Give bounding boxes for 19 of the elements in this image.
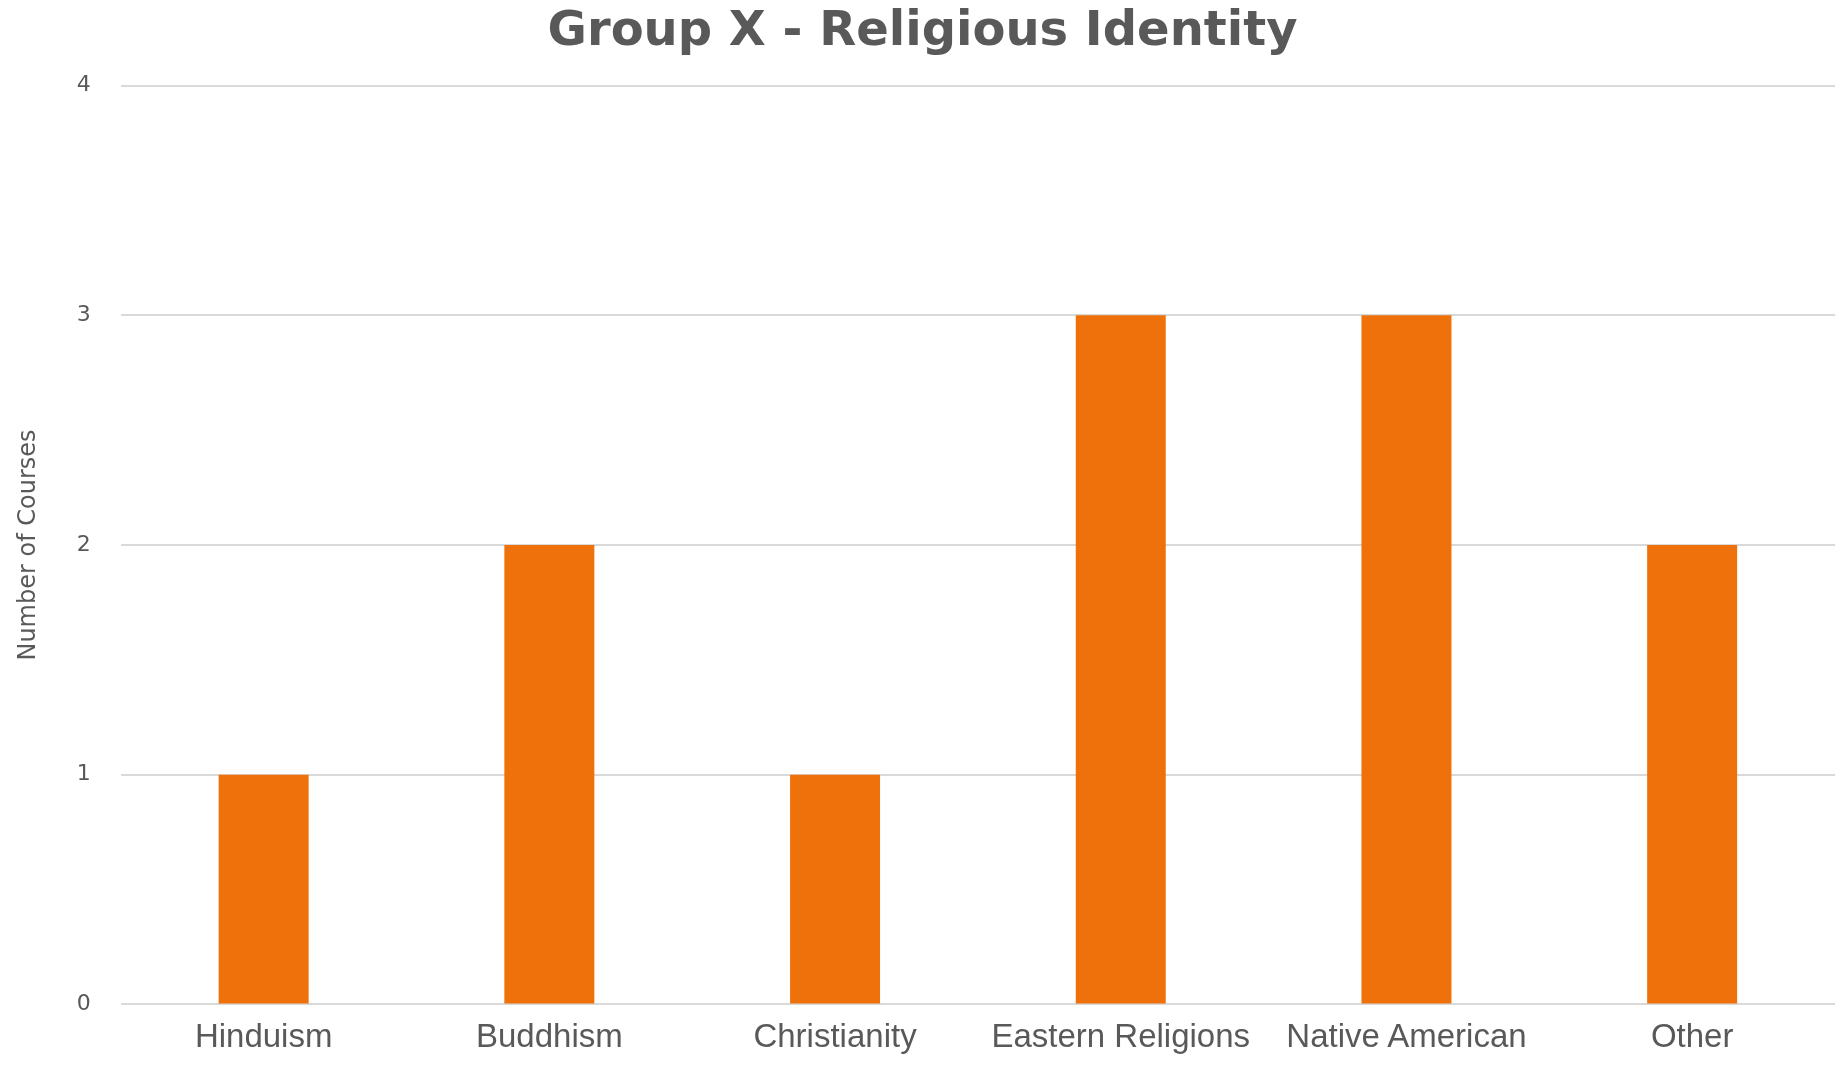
- y-tick-label: 2: [76, 530, 91, 556]
- y-tick-label: 3: [76, 301, 91, 327]
- bar: [1075, 315, 1166, 1004]
- x-tick-label: Eastern Religions: [991, 1017, 1251, 1055]
- bar: [790, 774, 881, 1004]
- x-tick-label: Other: [1650, 1017, 1734, 1055]
- x-tick-label: Christianity: [753, 1017, 918, 1055]
- bar: [1361, 315, 1452, 1004]
- x-tick-label: Hinduism: [194, 1017, 333, 1055]
- bar: [504, 545, 595, 1004]
- bar: [218, 774, 309, 1004]
- x-tick-label: Native American: [1286, 1017, 1527, 1055]
- y-axis-title: Number of Courses: [12, 429, 41, 661]
- y-tick-label: 1: [76, 760, 91, 786]
- x-tick-label: Buddhism: [475, 1017, 623, 1055]
- chart-title: Group X - Religious Identity: [547, 0, 1298, 57]
- y-tick-label: 0: [76, 990, 91, 1016]
- y-tick-label: 4: [76, 71, 91, 97]
- bar: [1647, 545, 1738, 1004]
